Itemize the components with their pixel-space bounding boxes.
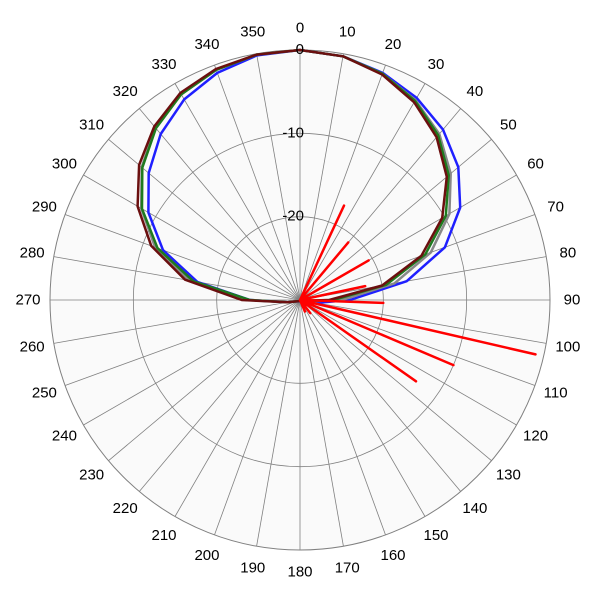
spoke-line bbox=[299, 53, 344, 301]
angle-tick-label: 10 bbox=[339, 24, 356, 41]
angle-tick-label: 240 bbox=[52, 428, 77, 445]
spoke-line bbox=[299, 299, 536, 386]
spoke-line bbox=[108, 299, 301, 462]
angle-tick-label: 20 bbox=[385, 36, 402, 53]
angle-tick-label: 120 bbox=[523, 428, 548, 445]
angle-tick-label: 110 bbox=[544, 385, 568, 402]
angle-tick-label: 330 bbox=[151, 56, 176, 73]
angle-tick-label: 140 bbox=[462, 500, 487, 517]
radial-tick-label: -20 bbox=[282, 208, 304, 225]
spoke-line bbox=[299, 299, 492, 462]
angle-tick-label: 60 bbox=[527, 156, 544, 173]
spoke-line bbox=[299, 299, 344, 547]
angle-tick-label: 230 bbox=[79, 466, 104, 483]
angle-tick-label: 70 bbox=[547, 198, 564, 215]
spoke-line bbox=[256, 299, 301, 547]
spoke-line bbox=[64, 299, 301, 386]
spoke-line bbox=[299, 299, 517, 426]
ring-line bbox=[132, 132, 468, 468]
spoke-line bbox=[299, 138, 492, 301]
spoke-line bbox=[214, 64, 301, 301]
spoke-line bbox=[174, 299, 301, 517]
angle-tick-label: 190 bbox=[240, 559, 265, 576]
spoke-line bbox=[53, 256, 301, 301]
radial-tick-label: -10 bbox=[282, 124, 304, 141]
ring-line bbox=[216, 216, 384, 384]
spoke-line bbox=[138, 299, 301, 492]
angle-tick-label: 80 bbox=[560, 244, 577, 261]
spoke-line bbox=[53, 299, 301, 344]
angle-tick-label: 280 bbox=[20, 244, 45, 261]
angle-tick-label: 200 bbox=[194, 547, 219, 564]
spoke-line bbox=[83, 174, 301, 301]
angle-tick-label: 260 bbox=[20, 339, 45, 356]
angle-tick-label: 310 bbox=[79, 117, 104, 134]
angle-tick-label: 160 bbox=[381, 547, 406, 564]
angle-tick-label: 350 bbox=[240, 24, 265, 41]
angle-tick-label: 130 bbox=[496, 466, 521, 483]
spoke-line bbox=[174, 83, 301, 301]
radial-tick-label: 0 bbox=[296, 41, 304, 58]
spoke-line bbox=[108, 138, 301, 301]
spoke-line bbox=[214, 299, 301, 536]
angle-tick-label: 290 bbox=[32, 198, 57, 215]
angle-tick-label: 320 bbox=[113, 83, 138, 100]
angle-tick-label: 90 bbox=[564, 292, 581, 309]
angle-tick-label: 50 bbox=[500, 117, 517, 134]
spoke-line bbox=[64, 214, 301, 301]
spoke-line bbox=[138, 108, 301, 301]
spoke-line bbox=[256, 53, 301, 301]
angle-tick-label: 270 bbox=[15, 292, 40, 309]
angle-tick-label: 220 bbox=[113, 500, 138, 517]
spoke-line bbox=[83, 299, 301, 426]
angle-tick-label: 170 bbox=[335, 559, 360, 576]
angle-tick-label: 30 bbox=[428, 56, 445, 73]
spoke-line bbox=[299, 299, 386, 536]
series-line bbox=[136, 48, 449, 304]
spoke-line bbox=[299, 299, 426, 517]
angle-tick-label: 180 bbox=[287, 564, 312, 581]
spoke-line bbox=[299, 83, 426, 301]
series-layer bbox=[136, 48, 537, 383]
spoke-line bbox=[299, 299, 462, 492]
angle-tick-label: 0 bbox=[296, 20, 304, 37]
label-layer: 0 10 20 30 40 50 60 70 80 90 100 110 120 130 140 150 160… bbox=[15, 20, 580, 581]
angle-tick-label: 40 bbox=[466, 83, 483, 100]
angle-tick-label: 150 bbox=[423, 527, 448, 544]
angle-tick-label: 210 bbox=[151, 527, 176, 544]
angle-tick-label: 300 bbox=[52, 156, 77, 173]
angle-tick-label: 250 bbox=[32, 385, 57, 402]
series-line bbox=[298, 204, 537, 383]
spoke-line bbox=[299, 299, 547, 344]
spoke-line bbox=[299, 64, 386, 301]
angle-tick-label: 340 bbox=[194, 36, 219, 53]
spoke-line bbox=[299, 256, 547, 301]
angle-tick-label: 100 bbox=[555, 339, 580, 356]
